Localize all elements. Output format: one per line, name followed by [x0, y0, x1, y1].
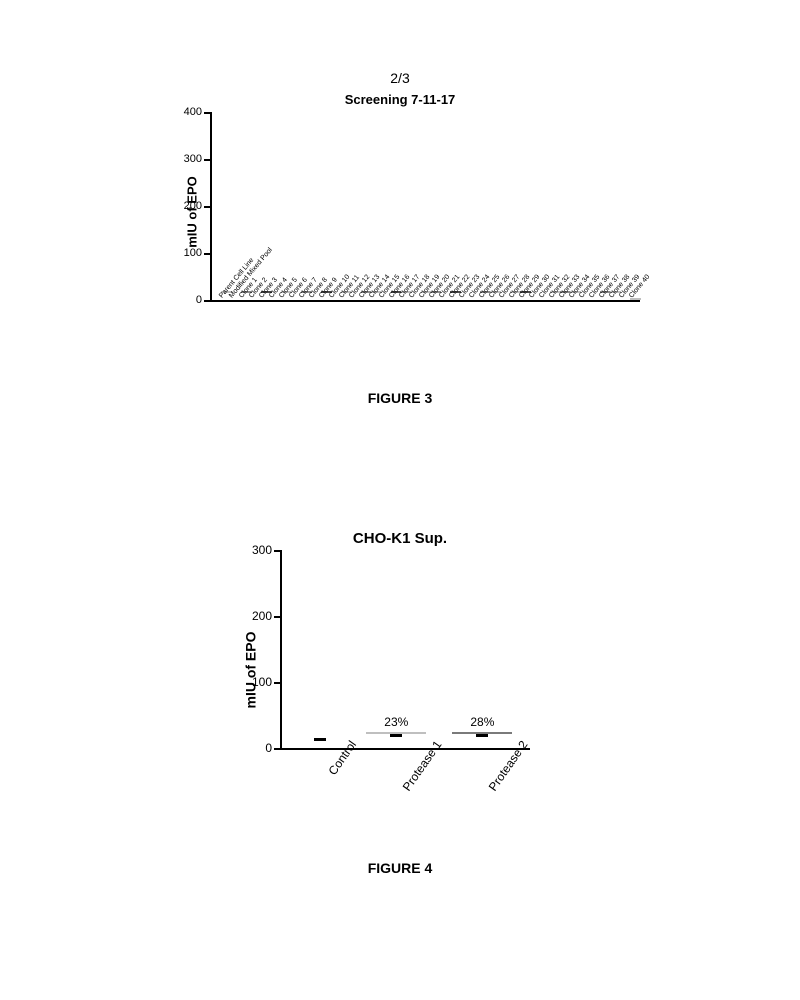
error-bar	[481, 735, 483, 736]
ytick-label: 200	[252, 609, 282, 623]
ytick-label: 0	[265, 741, 282, 755]
ytick-label: 0	[196, 294, 212, 306]
figure-4-caption: FIGURE 4	[0, 860, 800, 876]
error-bar	[319, 739, 321, 740]
figure-3-caption: FIGURE 3	[0, 390, 800, 406]
ytick-label: 300	[184, 153, 212, 165]
page: 2/3 Screening 7-11-17 mIU of EPO Parent …	[0, 0, 800, 1000]
figure-4-bars: Control 23%Protease 1 28%Protease 2	[282, 550, 530, 748]
figure-3-plot: Parent Cell LineModified Mixed PoolClone…	[210, 112, 640, 302]
error-bar	[395, 735, 397, 736]
ytick-label: 100	[184, 247, 212, 259]
figure-3: Screening 7-11-17 mIU of EPO Parent Cell…	[0, 92, 800, 406]
figure-3-chart: Screening 7-11-17 mIU of EPO Parent Cell…	[150, 92, 650, 332]
bar: 28%Protease 2	[453, 732, 511, 748]
ytick-label: 400	[184, 106, 212, 118]
figure-3-ylabel: mIU of EPO	[184, 176, 199, 248]
xtick-label: Protease 1	[400, 738, 445, 794]
xtick-label: Protease 2	[486, 738, 531, 794]
figure-4-plot: Control23%Protease 128%Protease 2 010020…	[280, 550, 530, 750]
ytick-label: 300	[252, 543, 282, 557]
bar: Control	[301, 734, 340, 748]
figure-4-ylabel: mIU of EPO	[243, 631, 259, 708]
xtick-label: Control	[325, 738, 359, 778]
figure-3-bars: Parent Cell LineModified Mixed PoolClone…	[212, 112, 640, 300]
figure-4: CHO-K1 Sup. mIU of EPO Control23%Proteas…	[0, 530, 800, 876]
figure-4-chart: CHO-K1 Sup. mIU of EPO Control23%Proteas…	[210, 530, 590, 810]
pct-label: 28%	[470, 715, 494, 729]
figure-3-title: Screening 7-11-17	[150, 92, 650, 107]
page-number: 2/3	[0, 70, 800, 86]
ytick-label: 100	[252, 675, 282, 689]
bar: Parent Cell Line	[212, 293, 221, 300]
bar: 23%Protease 1	[367, 732, 425, 748]
ytick-label: 200	[184, 200, 212, 212]
pct-label: 23%	[384, 715, 408, 729]
